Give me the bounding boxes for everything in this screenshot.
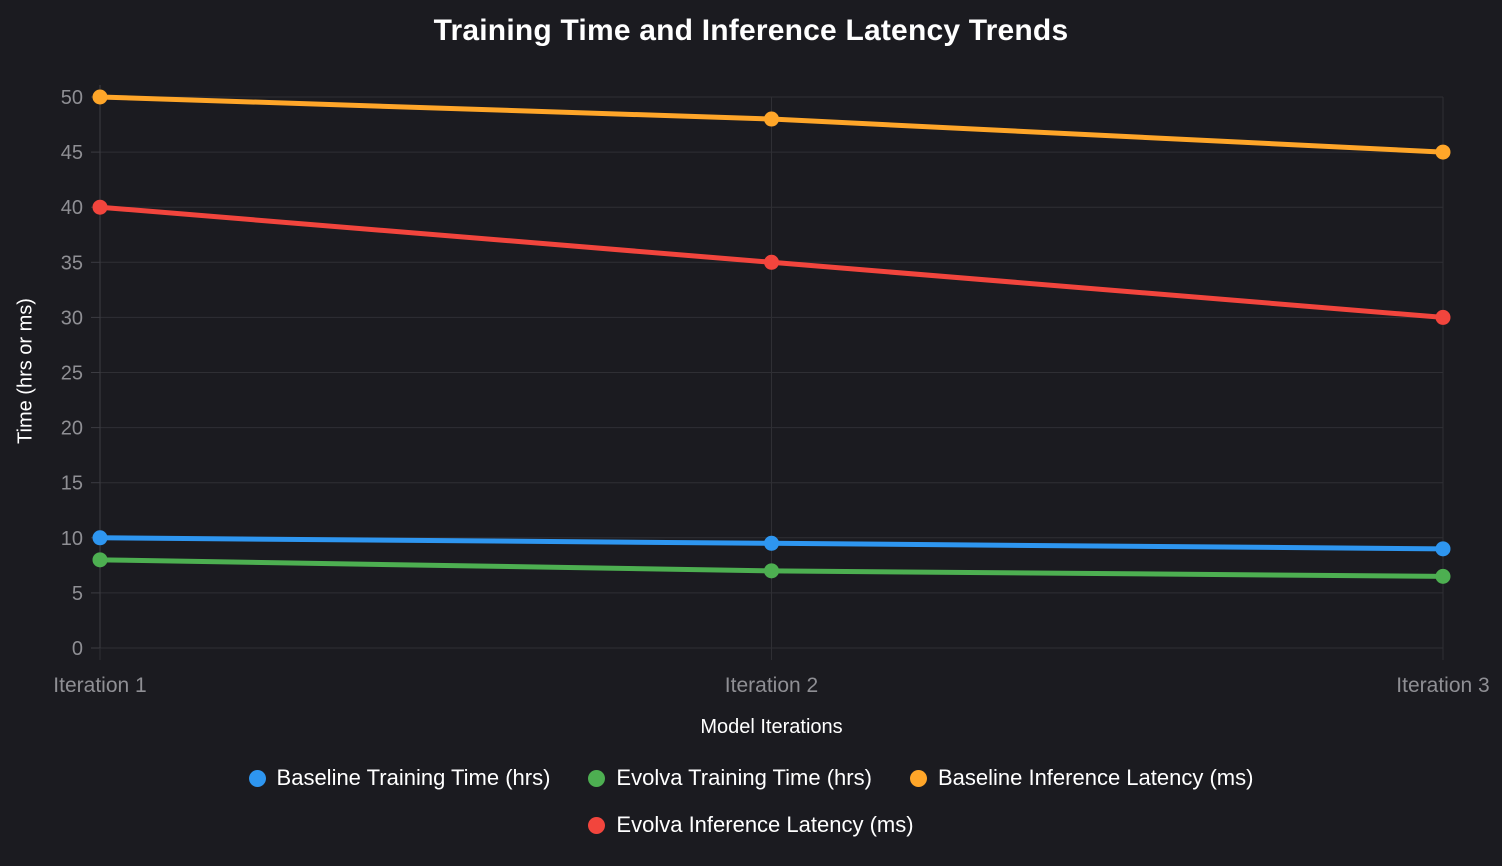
- legend-item[interactable]: Evolva Training Time (hrs): [588, 762, 872, 794]
- data-point[interactable]: [92, 552, 108, 568]
- y-tick-label: 5: [72, 583, 83, 605]
- legend-label: Baseline Inference Latency (ms): [937, 765, 1254, 790]
- chart-plot-area[interactable]: 0 5 10 15 20 25 30 35 40 45 50 Iteration 1 Iteration…: [0, 0, 1502, 760]
- data-point[interactable]: [92, 530, 108, 546]
- y-axis-title: Time (hrs or ms): [14, 298, 37, 444]
- chart-title: Training Time and Inference Latency Tren…: [433, 14, 1069, 47]
- y-tick-label: 35: [61, 252, 83, 274]
- data-point[interactable]: [1435, 144, 1451, 160]
- y-tick-label: 45: [61, 142, 83, 164]
- y-tick-label: 0: [72, 638, 83, 660]
- legend-label: Evolva Inference Latency (ms): [616, 812, 914, 837]
- data-point[interactable]: [764, 535, 779, 551]
- chart-legend: Baseline Training Time (hrs) Evolva Train…: [0, 762, 1502, 841]
- legend-item[interactable]: Baseline Training Time (hrs): [248, 762, 551, 794]
- data-point[interactable]: [92, 89, 108, 105]
- data-point[interactable]: [92, 199, 108, 215]
- data-point[interactable]: [764, 111, 779, 127]
- legend-marker-icon: [588, 769, 606, 787]
- x-tick-label: Iteration 1: [53, 674, 146, 697]
- y-tick-label: 20: [61, 418, 83, 440]
- data-point[interactable]: [764, 563, 779, 579]
- legend-item[interactable]: Baseline Inference Latency (ms): [909, 762, 1254, 794]
- data-point[interactable]: [1435, 541, 1451, 557]
- y-tick-label: 40: [61, 197, 83, 219]
- legend-item[interactable]: Evolva Inference Latency (ms): [588, 809, 914, 841]
- x-axis-title: Model Iterations: [700, 716, 843, 738]
- data-point[interactable]: [764, 254, 779, 270]
- legend-marker-icon: [248, 769, 266, 787]
- legend-marker-icon: [588, 816, 606, 834]
- y-tick-label: 15: [61, 473, 83, 495]
- chart-legend-rows: Baseline Training Time (hrs) Evolva Train…: [121, 762, 1381, 841]
- y-tick-label: 30: [61, 307, 83, 329]
- x-tick-label: Iteration 2: [725, 674, 818, 697]
- legend-label: Baseline Training Time (hrs): [276, 765, 551, 790]
- data-point[interactable]: [1435, 568, 1451, 584]
- x-tick-label: Iteration 3: [1396, 674, 1489, 697]
- data-point[interactable]: [1435, 309, 1451, 325]
- legend-label: Evolva Training Time (hrs): [616, 765, 872, 790]
- legend-marker-icon: [909, 769, 927, 787]
- y-tick-label: 50: [61, 87, 83, 109]
- y-tick-label: 10: [61, 528, 83, 550]
- y-tick-label: 25: [61, 363, 83, 385]
